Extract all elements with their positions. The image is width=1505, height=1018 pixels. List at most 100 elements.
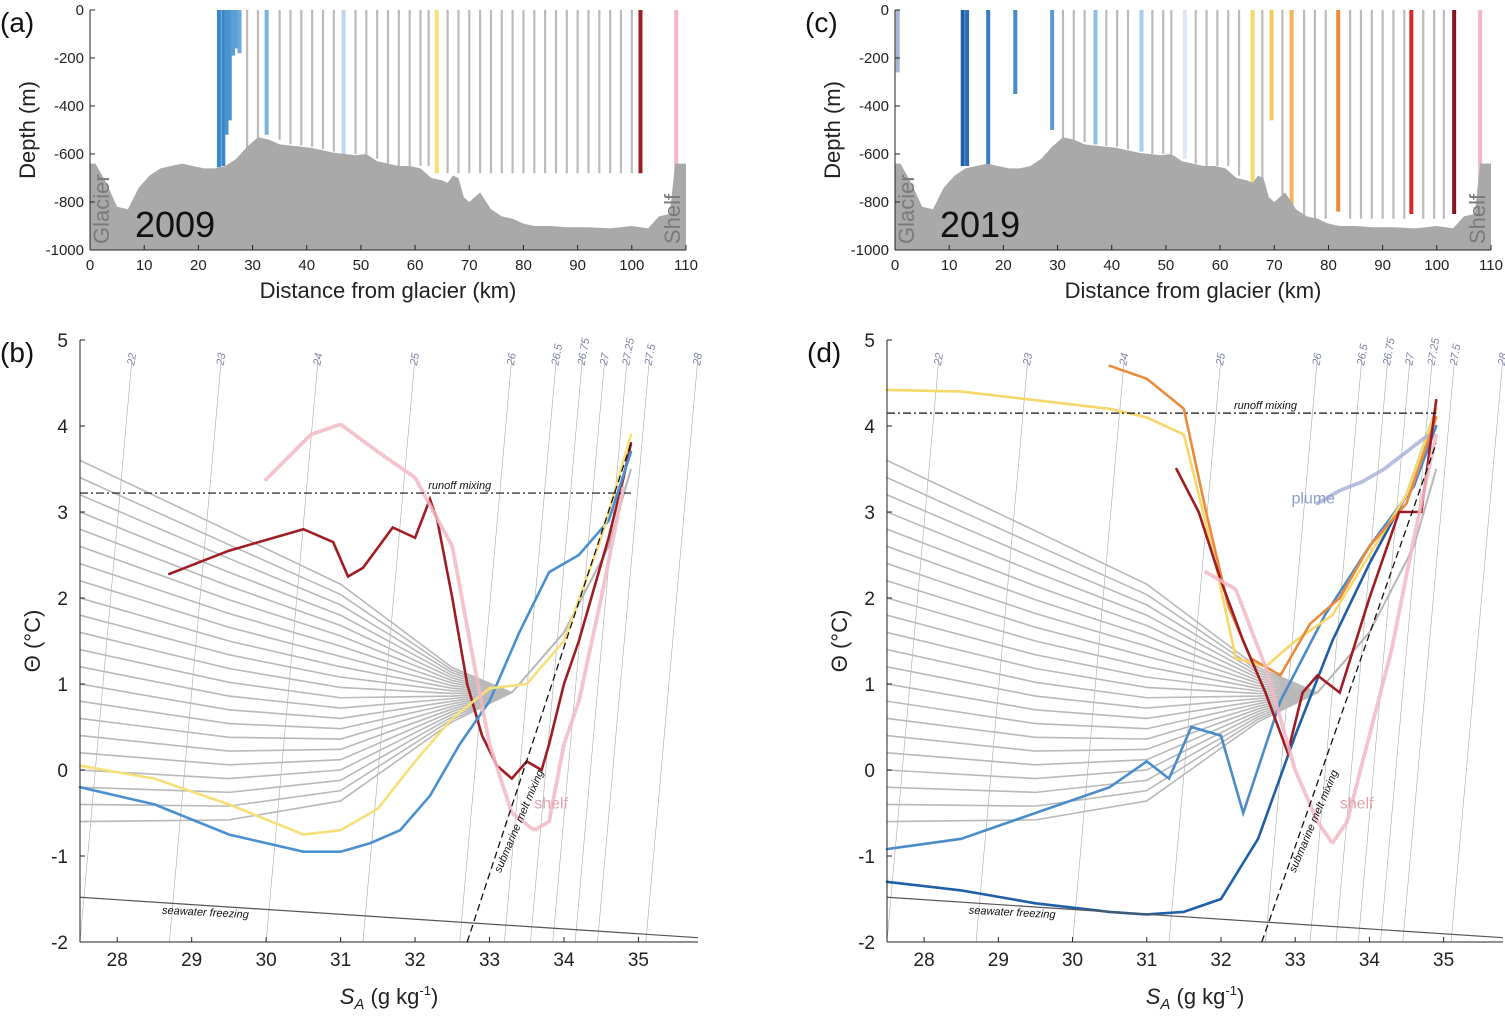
y-axis-title: Θ (°C) — [20, 610, 45, 673]
y-axis-title: Depth (m) — [820, 81, 845, 179]
isopycnal-label: 23 — [214, 351, 228, 367]
gray-profile-line — [79, 468, 632, 709]
isopycnal-label: 25 — [408, 351, 422, 367]
x-tick-label: 33 — [1285, 950, 1306, 971]
x-axis-title: Distance from glacier (km) — [1065, 278, 1322, 303]
x-tick-label: 100 — [1424, 257, 1449, 274]
y-tick-label: -200 — [54, 50, 84, 67]
isopycnal-line — [504, 357, 557, 943]
isopycnal-label: 25 — [1214, 351, 1228, 367]
series-line — [1204, 432, 1439, 847]
gray-profile-line — [886, 468, 1437, 752]
isopycnal-label: 28 — [691, 351, 705, 367]
panel-a: 0 10 20 30 40 50 60 70 80 90 100 110 0 -200 -400 -600 -8… — [0, 2, 698, 303]
runoff-mixing-label: runoff mixing — [428, 480, 492, 492]
isopycnal-label: 26.75 — [1381, 336, 1398, 367]
x-tick-label: 32 — [404, 950, 425, 971]
isopycnal-line — [79, 357, 133, 943]
plume-label: plume — [1291, 490, 1335, 507]
isopycnal-label: 27.5 — [643, 342, 659, 367]
isopycnal-line — [552, 357, 606, 943]
panel-c: 0 10 20 30 40 50 60 70 80 90 100 110 0 -200 -400 -600 -8… — [805, 2, 1503, 303]
gray-profile-line — [79, 468, 632, 766]
gray-profile-line — [79, 468, 632, 699]
x-tick-label: 60 — [407, 257, 424, 274]
x-tick-label: 40 — [1103, 257, 1120, 274]
y-tick-label: 0 — [864, 761, 875, 782]
isopycnal-label: 22 — [932, 352, 946, 367]
x-tick-label: 33 — [479, 950, 500, 971]
x-tick-label: 110 — [674, 257, 698, 274]
x-title-symbol: S — [340, 984, 355, 1009]
x-title-units: (g kg — [364, 984, 419, 1009]
y-tick-label: 5 — [57, 331, 68, 352]
x-tick-label: 30 — [244, 257, 261, 274]
shelf-label: Shelf — [660, 193, 685, 244]
y-tick-label: 0 — [881, 2, 889, 19]
gray-profile-line — [79, 468, 632, 720]
x-tick-label: 0 — [891, 257, 899, 274]
x-tick-label: 30 — [1062, 950, 1083, 971]
gray-profile-line — [886, 459, 1437, 694]
isopycnal-line — [597, 357, 650, 943]
isopycnal-label: 22 — [125, 352, 139, 367]
shelf-label: Shelf — [1465, 193, 1490, 244]
isopycnal-line — [1168, 357, 1222, 943]
x-tick-label: 90 — [1374, 257, 1391, 274]
y-tick-label: -600 — [859, 146, 889, 163]
series-line — [885, 388, 1438, 669]
x-axis-title: SA (g kg-1) — [1146, 983, 1245, 1013]
y-tick-label: 4 — [864, 417, 875, 438]
isopycnal-line — [265, 357, 319, 943]
y-tick-label: 5 — [864, 331, 875, 352]
isopycnal-line — [1265, 357, 1318, 943]
y-tick-label: -600 — [54, 146, 84, 163]
isopycnal-line — [1309, 357, 1363, 943]
gray-profile-line — [79, 468, 632, 823]
isopycnal-line — [1450, 357, 1504, 943]
y-tick-label: -400 — [859, 98, 889, 115]
x-title-close: ) — [431, 984, 438, 1009]
x-tick-label: 0 — [86, 257, 94, 274]
isopycnal-label: 23 — [1021, 351, 1035, 367]
y-tick-label: -1 — [858, 847, 875, 868]
y-axis-title: Depth (m) — [15, 81, 40, 179]
isopycnal-label: 24 — [311, 352, 325, 367]
x-tick-label: 35 — [628, 950, 649, 971]
panel-label: (d) — [807, 337, 841, 368]
x-tick-label: 100 — [619, 257, 644, 274]
panel-label: (b) — [0, 337, 34, 368]
seawater-freezing-label: seawater freezing — [162, 905, 250, 922]
x-tick-label: 90 — [569, 257, 586, 274]
bathymetry-area — [90, 137, 686, 250]
isopycnal-label: 26.5 — [1355, 342, 1371, 367]
x-title-close: ) — [1237, 984, 1244, 1009]
y-tick-label: 2 — [57, 589, 68, 610]
isopycnal-line — [1072, 357, 1125, 943]
series-line — [168, 441, 633, 781]
y-tick-label: -2 — [51, 933, 68, 954]
x-tick-label: 31 — [330, 950, 351, 971]
x-axis-title: Distance from glacier (km) — [260, 278, 517, 303]
x-tick-label: 80 — [1320, 257, 1337, 274]
y-tick-label: -2 — [858, 933, 875, 954]
isopycnal-label: 27 — [598, 351, 612, 367]
seawater-freezing-line — [886, 896, 1504, 939]
submarine-melt-mixing-line — [1261, 442, 1437, 943]
isopycnal-label: 26.5 — [549, 342, 565, 367]
x-tick-label: 70 — [1266, 257, 1283, 274]
isopycnal-line — [975, 357, 1029, 943]
isopycnal-line — [362, 357, 416, 943]
glacier-label: Glacier — [89, 174, 114, 244]
x-tick-label: 60 — [1212, 257, 1229, 274]
gray-profile-line — [79, 468, 632, 730]
x-tick-label: 50 — [1158, 257, 1175, 274]
x-title-units: (g kg — [1170, 984, 1225, 1009]
panel-label: (a) — [0, 7, 34, 38]
bathymetry-area — [895, 137, 1491, 250]
y-tick-label: 4 — [57, 417, 68, 438]
y-tick-label: 1 — [57, 675, 68, 696]
y-tick-label: -400 — [54, 98, 84, 115]
isopycnal-line — [1402, 357, 1456, 943]
